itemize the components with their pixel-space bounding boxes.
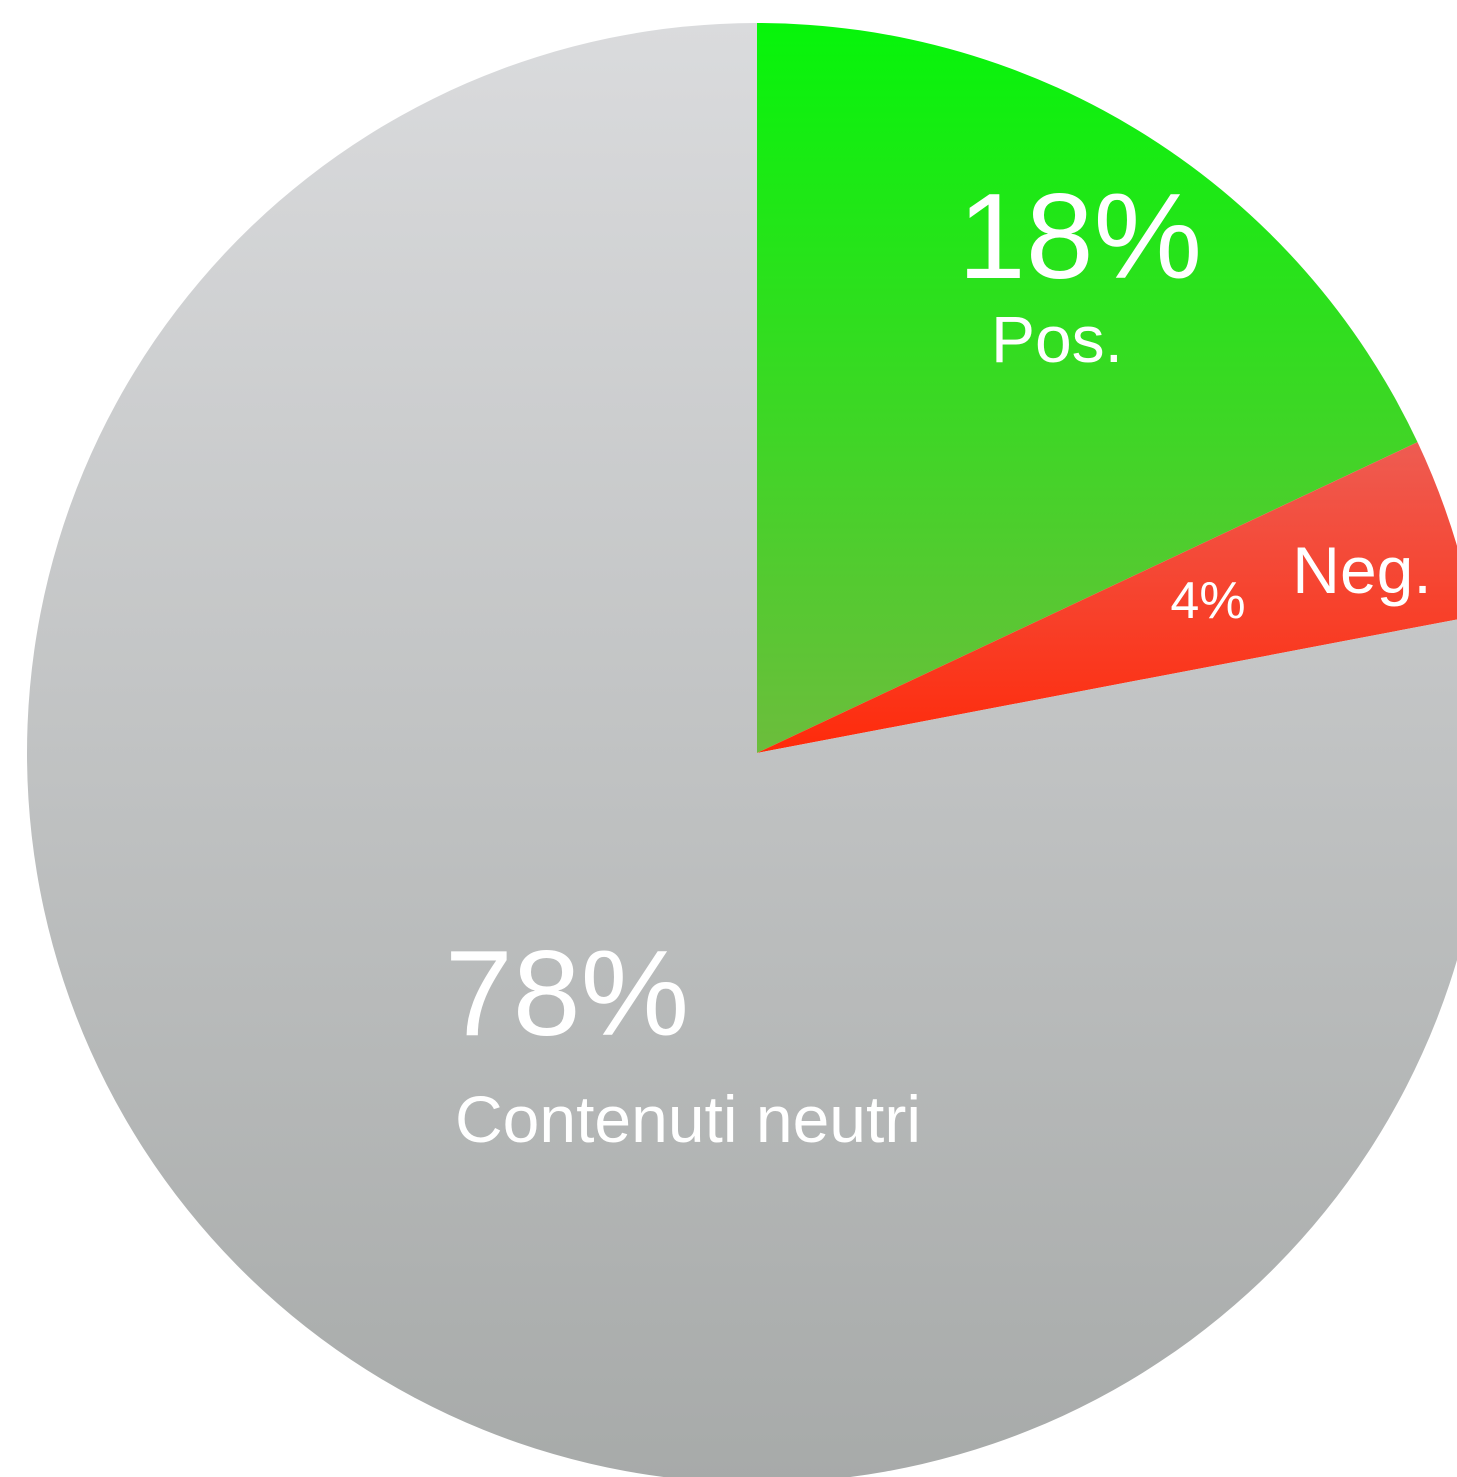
value-label: 4% (1170, 572, 1245, 630)
pie-slice (757, 442, 1457, 753)
pie-slice (757, 23, 1418, 753)
value-label: 78% (445, 925, 689, 1061)
pie-slice (27, 23, 1457, 1477)
value-label: 18% (958, 168, 1202, 304)
category-label: Pos. (991, 302, 1123, 376)
category-label: Neg. (1292, 533, 1431, 607)
category-label: Contenuti neutri (455, 1082, 921, 1156)
